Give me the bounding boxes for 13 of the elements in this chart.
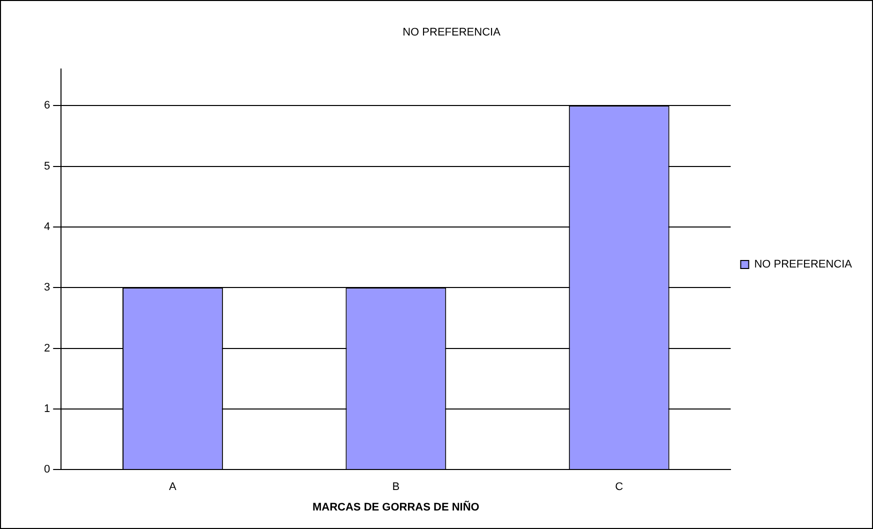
- legend-label: NO PREFERENCIA: [754, 258, 853, 271]
- y-tick-label: 3: [44, 282, 50, 294]
- x-tick-label: C: [615, 481, 624, 494]
- x-tick-label: B: [392, 481, 400, 494]
- y-tick-label: 0: [44, 464, 50, 476]
- x-axis-title: MARCAS DE GORRAS DE NIÑO: [312, 500, 480, 514]
- y-tick-label: 6: [44, 100, 50, 112]
- y-tick-label: 4: [44, 220, 50, 233]
- y-tick-label: 1: [44, 402, 50, 415]
- y-tick-label: 5: [44, 160, 50, 172]
- y-tick-label: 2: [44, 342, 50, 354]
- x-tick-label: A: [169, 481, 178, 494]
- chart-title: NO PREFERENCIA: [402, 26, 502, 39]
